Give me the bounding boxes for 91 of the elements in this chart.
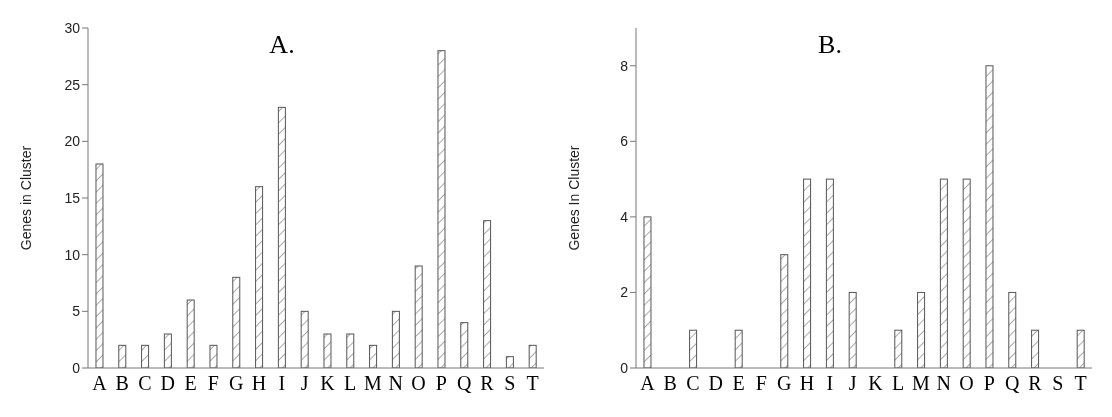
x-tick-label: I xyxy=(826,372,834,395)
x-tick-label: B xyxy=(115,372,129,395)
x-tick-label: F xyxy=(755,372,767,395)
x-tick-label: A xyxy=(92,372,108,395)
x-tick-label: E xyxy=(732,372,745,395)
x-tick-label: Q xyxy=(456,372,472,395)
x-tick-label: F xyxy=(207,372,219,395)
bar xyxy=(163,333,172,368)
bar xyxy=(209,344,218,368)
y-tick-label: 6 xyxy=(620,133,629,150)
bar xyxy=(323,333,332,368)
bar xyxy=(391,310,400,368)
x-tick-label: S xyxy=(504,372,516,395)
bar xyxy=(369,344,378,368)
bar xyxy=(734,329,743,368)
x-tick-label: K xyxy=(320,372,336,395)
x-tick-label: N xyxy=(388,372,404,395)
y-tick-label: 0 xyxy=(620,359,629,376)
x-tick-label: Q xyxy=(1004,372,1020,395)
x-tick-label: T xyxy=(1074,372,1087,395)
bar xyxy=(186,299,195,368)
x-tick-label: K xyxy=(868,372,884,395)
y-tick-label: 8 xyxy=(620,57,629,74)
bar xyxy=(689,329,698,368)
y-axis-title: Genes In Cluster xyxy=(565,145,582,251)
bar xyxy=(346,333,355,368)
bar xyxy=(95,163,104,368)
bar xyxy=(437,50,446,368)
bar xyxy=(141,344,150,368)
bar xyxy=(1008,291,1017,368)
x-tick-label: G xyxy=(228,372,244,395)
bar xyxy=(118,344,127,368)
bar xyxy=(803,178,812,368)
y-tick-label: 0 xyxy=(72,359,81,376)
bar xyxy=(643,216,652,368)
bar xyxy=(300,310,309,368)
x-tick-label: M xyxy=(912,372,931,395)
bar xyxy=(962,178,971,368)
x-tick-label: H xyxy=(799,372,815,395)
bar xyxy=(780,254,789,368)
x-tick-label: J xyxy=(848,372,857,395)
x-tick-label: L xyxy=(344,372,357,395)
x-tick-label: I xyxy=(278,372,286,395)
x-tick-label: P xyxy=(435,372,447,395)
y-tick-label: 2 xyxy=(620,284,629,301)
bar xyxy=(1031,329,1040,368)
x-tick-label: C xyxy=(138,372,152,395)
bar xyxy=(277,106,286,368)
bar xyxy=(460,322,469,368)
bar xyxy=(483,220,492,368)
y-tick-label: 30 xyxy=(64,19,81,36)
y-tick-label: 4 xyxy=(620,208,629,225)
x-tick-label: M xyxy=(364,372,383,395)
x-tick-label: G xyxy=(776,372,792,395)
bar xyxy=(414,265,423,368)
y-tick-label: 5 xyxy=(72,303,81,320)
x-tick-label: O xyxy=(959,372,974,395)
x-tick-label: D xyxy=(708,372,724,395)
y-axis-title: Genes in Cluster xyxy=(17,145,34,251)
bar xyxy=(848,291,857,368)
bar xyxy=(1076,329,1085,368)
x-tick-label: L xyxy=(892,372,905,395)
y-tick-label: 20 xyxy=(64,133,81,150)
y-tick-label: 10 xyxy=(64,246,81,263)
x-tick-label: H xyxy=(251,372,267,395)
x-tick-label: P xyxy=(983,372,995,395)
chart-title: B. xyxy=(817,30,843,59)
bar xyxy=(255,186,264,368)
y-tick-label: 25 xyxy=(64,76,81,93)
bar xyxy=(528,344,537,368)
x-tick-label: S xyxy=(1052,372,1064,395)
bar xyxy=(232,276,241,368)
chart-title: A. xyxy=(269,30,295,59)
x-tick-label: A xyxy=(640,372,656,395)
bar xyxy=(985,65,994,368)
bar xyxy=(939,178,948,368)
x-tick-label: O xyxy=(411,372,426,395)
bar xyxy=(825,178,834,368)
x-tick-label: N xyxy=(936,372,952,395)
x-tick-label: C xyxy=(686,372,700,395)
x-tick-label: E xyxy=(184,372,197,395)
bar xyxy=(505,356,514,368)
bar xyxy=(894,329,903,368)
x-tick-label: R xyxy=(480,372,495,395)
bar xyxy=(917,291,926,368)
x-tick-label: R xyxy=(1028,372,1043,395)
x-tick-label: T xyxy=(526,372,539,395)
x-tick-label: B xyxy=(663,372,677,395)
x-tick-label: D xyxy=(160,372,176,395)
x-tick-label: J xyxy=(300,372,309,395)
y-tick-label: 15 xyxy=(64,189,81,206)
